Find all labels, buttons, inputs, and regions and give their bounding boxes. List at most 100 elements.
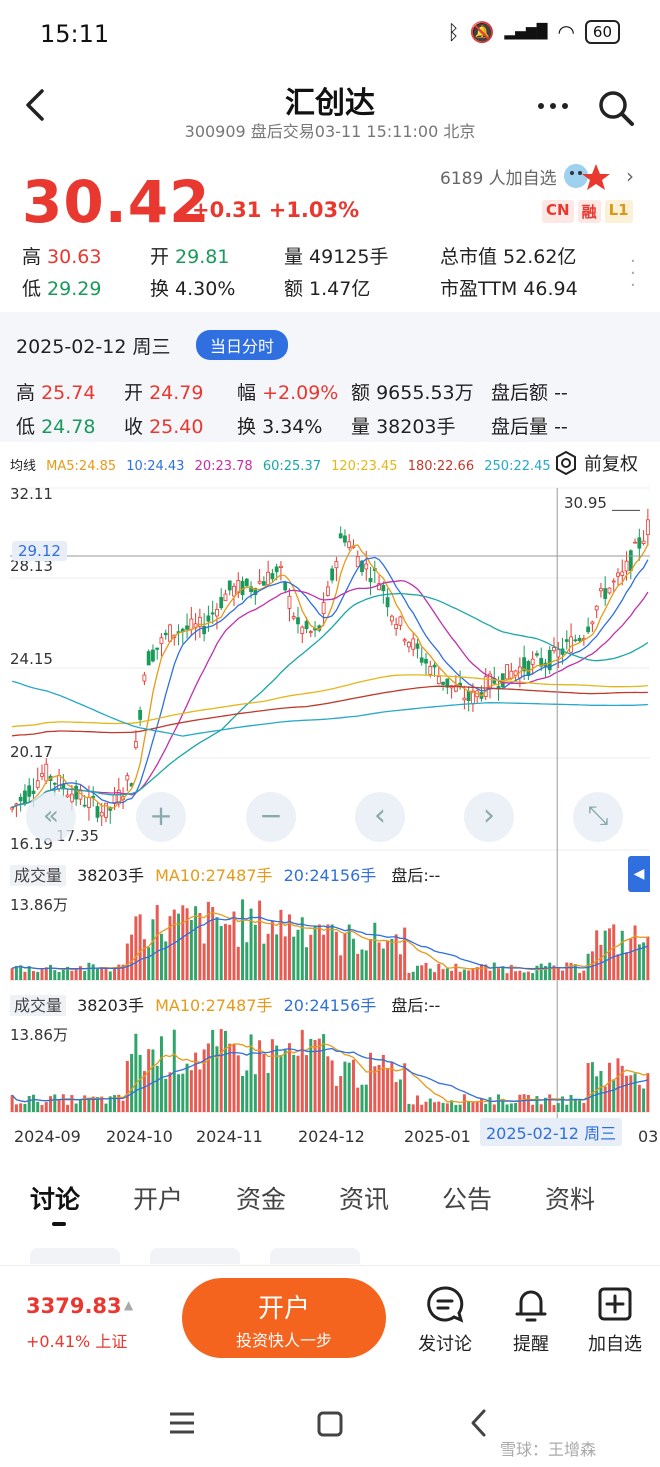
volume-bar (53, 970, 57, 980)
filter-chip[interactable] (150, 1248, 240, 1264)
more-button[interactable] (536, 88, 570, 126)
add-watchlist-button[interactable]: 加自选 (580, 1284, 650, 1356)
candle-body (197, 616, 202, 627)
adjust-button[interactable]: 前复权 (554, 450, 638, 476)
volume-bar (403, 1063, 407, 1112)
kline-chart[interactable] (0, 480, 660, 1150)
candle-body (270, 573, 275, 580)
volume-bar (484, 1103, 488, 1112)
volume-bar (488, 1097, 492, 1112)
follower-avatars-icon[interactable] (562, 160, 612, 192)
candle-body (151, 649, 155, 662)
volume-bar (450, 1100, 454, 1112)
volume-bar (360, 1084, 364, 1112)
scroll-left-button[interactable]: ‹ (355, 792, 405, 842)
candle-body (569, 636, 573, 653)
candle-body (321, 602, 326, 615)
volume-bar (292, 1054, 296, 1112)
volume-bar (211, 906, 215, 980)
volume-bar (526, 971, 530, 980)
volume-bar (40, 1105, 44, 1112)
scroll-right-button[interactable]: › (464, 792, 514, 842)
volume-bar (462, 1094, 466, 1112)
filter-chip[interactable] (270, 1248, 360, 1264)
zoom-out-button[interactable]: − (246, 792, 296, 842)
volume-bar (185, 1063, 189, 1112)
volume-ma-20 (11, 1047, 649, 1103)
candle-body (189, 618, 194, 630)
candle-body (108, 807, 113, 811)
scroll-left-fast-button[interactable]: « (26, 792, 76, 842)
alert-button[interactable]: 提醒 (496, 1284, 566, 1356)
candle-body (330, 568, 335, 581)
volume-bar (334, 1085, 338, 1112)
collapse-panel-button[interactable]: ◀ (628, 856, 650, 892)
volume-bar (565, 962, 569, 980)
filter-chip[interactable] (30, 1248, 120, 1264)
search-icon[interactable] (596, 88, 636, 128)
volume-bar (121, 1100, 125, 1112)
candle-body (279, 565, 283, 568)
tab-open-account[interactable]: 开户 (133, 1185, 184, 1214)
index-change[interactable]: +0.41% 上证 (26, 1332, 128, 1351)
candle-body (428, 665, 433, 675)
menu-icon[interactable] (168, 1410, 196, 1440)
stat-amount: 额 1.47亿 (284, 278, 371, 300)
volume-bar (369, 939, 373, 980)
candle-body (249, 586, 253, 592)
volume-bar (364, 1084, 368, 1112)
volume-bar (590, 1062, 594, 1112)
volume-bar (543, 1097, 547, 1112)
tab-news[interactable]: 资讯 (339, 1185, 390, 1214)
tab-announcements[interactable]: 公告 (442, 1185, 493, 1214)
volume-bar (125, 1060, 129, 1112)
volume-bar (279, 909, 283, 980)
content-tabs: 讨论 开户 资金 资讯 公告 资料 (0, 1160, 660, 1230)
volume-bar (23, 1103, 27, 1112)
tab-funds[interactable]: 资金 (236, 1185, 287, 1214)
volume-bar (398, 1079, 402, 1112)
candle-body (27, 785, 32, 797)
candle-body (304, 621, 309, 630)
home-icon[interactable] (316, 1410, 344, 1442)
volume-bar (620, 1065, 624, 1112)
volume-bar (492, 962, 496, 980)
fullscreen-button[interactable]: ⤡ (573, 792, 623, 842)
tab-profile[interactable]: 资料 (545, 1185, 596, 1214)
volume-bar (505, 1104, 509, 1112)
chevron-right-icon[interactable]: › (626, 164, 634, 188)
candle-body (308, 631, 313, 633)
volume-bar (334, 931, 338, 980)
volume-bar (398, 954, 402, 980)
volume-bar (168, 1072, 172, 1112)
volume-bar (275, 1045, 279, 1112)
current-price: 30.42 (22, 168, 211, 236)
volume-bar (14, 1104, 18, 1112)
tab-discussion[interactable]: 讨论 (30, 1185, 81, 1214)
volume-bar (74, 1103, 78, 1112)
candle-body (415, 643, 420, 649)
index-price[interactable]: 3379.83 (26, 1294, 122, 1318)
candle-body (539, 658, 544, 667)
volume-bar (377, 942, 381, 980)
volume-bar (138, 1054, 142, 1112)
volume-bar (95, 1097, 99, 1112)
zoom-in-button[interactable]: + (136, 792, 186, 842)
candle-body (466, 690, 471, 701)
volume-bar (19, 1103, 23, 1112)
intraday-button[interactable]: 当日分时 (196, 330, 289, 360)
candle-body (52, 782, 57, 785)
candle-body (159, 637, 164, 645)
volume-bar (70, 1095, 74, 1112)
volume-bar (241, 899, 245, 980)
nav-back-icon[interactable] (468, 1408, 490, 1442)
stats-more-icon[interactable]: · · · (630, 251, 636, 296)
volume-bar (390, 1061, 394, 1112)
followers-count[interactable]: 6189 人加自选 (440, 169, 557, 189)
candle-body (535, 653, 539, 656)
post-discussion-button[interactable]: 发讨论 (410, 1284, 480, 1356)
volume-bar (373, 922, 377, 980)
open-account-button[interactable]: 开户 投资快人一步 (182, 1278, 386, 1358)
battery-icon: 60 (584, 20, 620, 44)
back-button[interactable] (20, 85, 54, 129)
